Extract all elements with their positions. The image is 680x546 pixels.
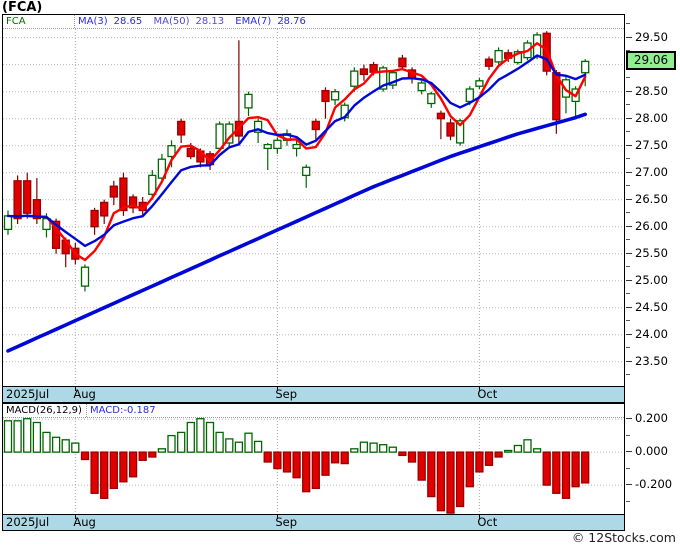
axis-tick-label: 28.00 [635, 110, 668, 125]
symbol-title: (FCA) [2, 0, 43, 15]
last-price-badge: 29.06 [626, 50, 676, 70]
macd-value-label: MACD:-0.187 [90, 405, 156, 416]
price-chart-panel: FCA MA(3) 28.65 MA(50) 28.13 EMA(7) 28.76 2… [2, 14, 625, 403]
axis-tick-label: 26.00 [635, 218, 668, 233]
price-chart-canvas [3, 29, 624, 386]
axis-tick-label: 0.200 [635, 411, 668, 426]
axis-tick-label: 24.00 [635, 326, 668, 341]
axis-tick-label: 23.50 [635, 353, 668, 368]
axis-tick-label: 24.50 [635, 299, 668, 314]
axis-tick-label: 26.50 [635, 191, 668, 206]
month-label: Oct [477, 515, 498, 529]
macd-legend: MACD(26,12,9) MACD:-0.187 [3, 404, 624, 418]
price-month-axis: 2025Jul Aug Sep Oct [3, 386, 624, 402]
legend-ma3-value: 28.65 [113, 16, 143, 27]
month-label: Aug [73, 515, 96, 529]
axis-tick-label: -0.200 [635, 477, 673, 492]
macd-chart-canvas [3, 418, 624, 514]
axis-tick-label: 25.50 [635, 245, 668, 260]
site-copyright: © 12Stocks.com [571, 530, 676, 545]
month-label: Oct [477, 387, 498, 401]
macd-legend-value-cell: MACD:-0.187 [87, 404, 207, 417]
axis-tick-label: 29.50 [635, 29, 668, 44]
legend-ma-cell: MA(3) 28.65 MA(50) 28.13 EMA(7) 28.76 [75, 15, 306, 28]
legend-symbol: FCA [6, 16, 26, 27]
month-label: Sep [275, 387, 298, 401]
legend-ema7-value: 28.76 [277, 16, 306, 27]
month-label: 2025Jul [6, 387, 50, 401]
price-axis: 29.06 29.5029.0028.5028.0027.5027.0026.5… [626, 14, 680, 403]
axis-tick-label: 27.50 [635, 137, 668, 152]
month-label: Sep [275, 515, 298, 529]
axis-tick-label: 25.00 [635, 272, 668, 287]
price-chart-legend: FCA MA(3) 28.65 MA(50) 28.13 EMA(7) 28.76 [3, 15, 624, 29]
macd-month-axis: 2025Jul Aug Sep Oct [3, 514, 624, 530]
month-label: Aug [73, 387, 96, 401]
axis-tick-label: 27.00 [635, 164, 668, 179]
legend-ma50-label: MA(50) [153, 16, 190, 27]
legend-symbol-cell: FCA [3, 15, 75, 28]
legend-ema7-label: EMA(7) [235, 16, 272, 27]
axis-tick-label: 0.000 [635, 444, 668, 459]
axis-tick-label: 28.50 [635, 83, 668, 98]
legend-ma3-label: MA(3) [78, 16, 108, 27]
macd-axis: 0.200 0.000 -0.200 [626, 403, 680, 531]
macd-legend-label-cell: MACD(26,12,9) [3, 404, 87, 417]
month-label: 2025Jul [6, 515, 50, 529]
macd-panel: MACD(26,12,9) MACD:-0.187 2025Jul Aug Sep O… [2, 403, 625, 531]
legend-ma50-value: 28.13 [195, 16, 225, 27]
macd-params-label: MACD(26,12,9) [6, 405, 82, 416]
